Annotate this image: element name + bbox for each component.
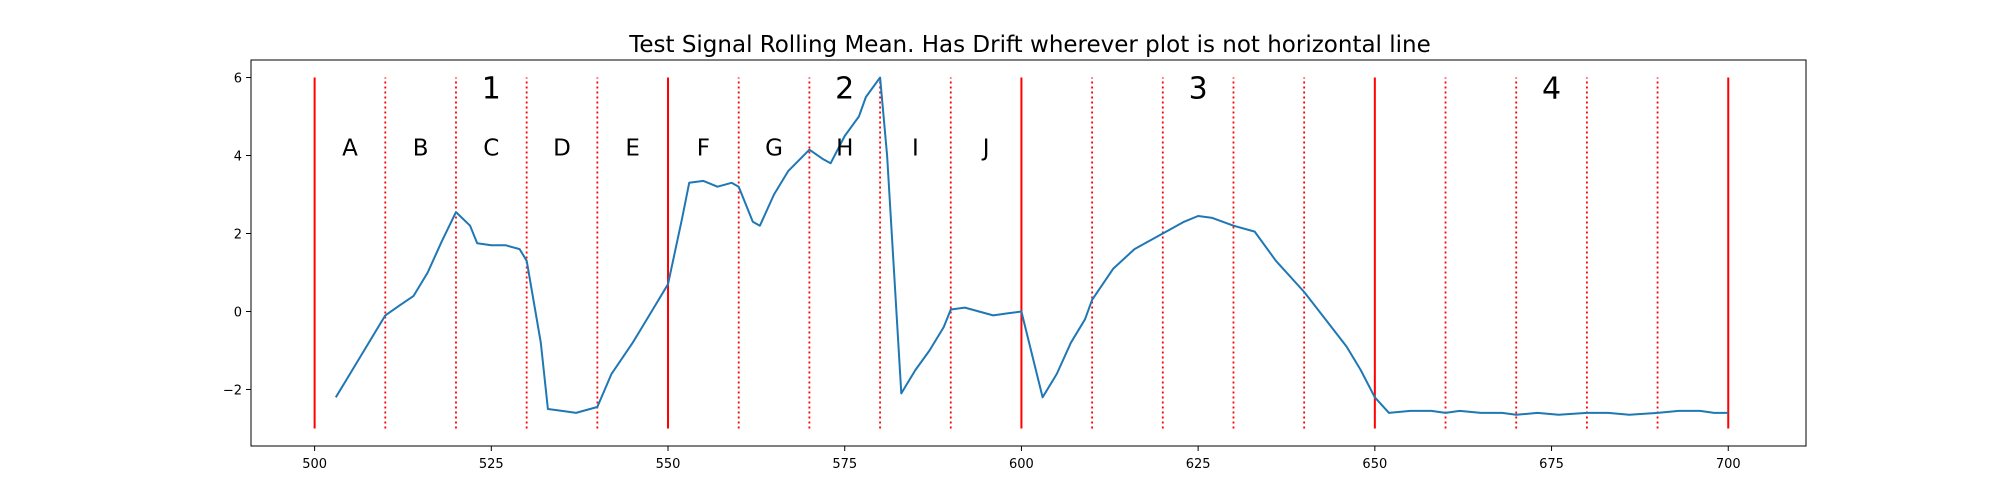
section-label: G (765, 136, 783, 162)
section-label: D (553, 136, 571, 162)
plot-frame (250, 59, 1807, 447)
axes: 500 525 550 575 600 625 650 675 700 −2 0 2 4 6 (223, 59, 1807, 472)
x-tick-label: 500 (302, 457, 327, 472)
x-tick-label: 575 (832, 457, 857, 472)
y-tick-label: 0 (234, 305, 242, 320)
section-label: E (625, 136, 640, 162)
segment-label: 3 (1189, 71, 1208, 106)
section-label: H (836, 136, 853, 162)
x-tick-label: 525 (479, 457, 504, 472)
x-tick-label: 550 (656, 457, 681, 472)
segment-label: 2 (835, 71, 854, 106)
section-label: F (697, 136, 710, 162)
section-label: B (413, 136, 429, 162)
y-tick-label: 4 (234, 150, 242, 165)
annotation-labels: 1 2 3 4 A B C D E F G H I J (342, 71, 1561, 161)
section-label: C (483, 136, 499, 162)
boundary-lines (313, 77, 1730, 429)
x-tick-label: 600 (1009, 457, 1034, 472)
segment-label: 1 (482, 71, 501, 106)
section-label: I (912, 136, 919, 162)
section-label: J (981, 136, 990, 162)
y-tick-label: 6 (234, 72, 242, 87)
series-layer (334, 76, 1729, 416)
chart-title: Test Signal Rolling Mean. Has Drift wher… (628, 32, 1431, 58)
x-tick-label: 675 (1539, 457, 1564, 472)
x-tick-label: 650 (1362, 457, 1387, 472)
series-line (334, 76, 1729, 416)
y-tick-label: 2 (234, 228, 242, 243)
x-tick-label: 700 (1716, 457, 1741, 472)
section-label: A (342, 136, 358, 162)
segment-label: 4 (1542, 71, 1561, 106)
y-tick-label: −2 (223, 383, 242, 398)
x-tick-label: 625 (1186, 457, 1211, 472)
